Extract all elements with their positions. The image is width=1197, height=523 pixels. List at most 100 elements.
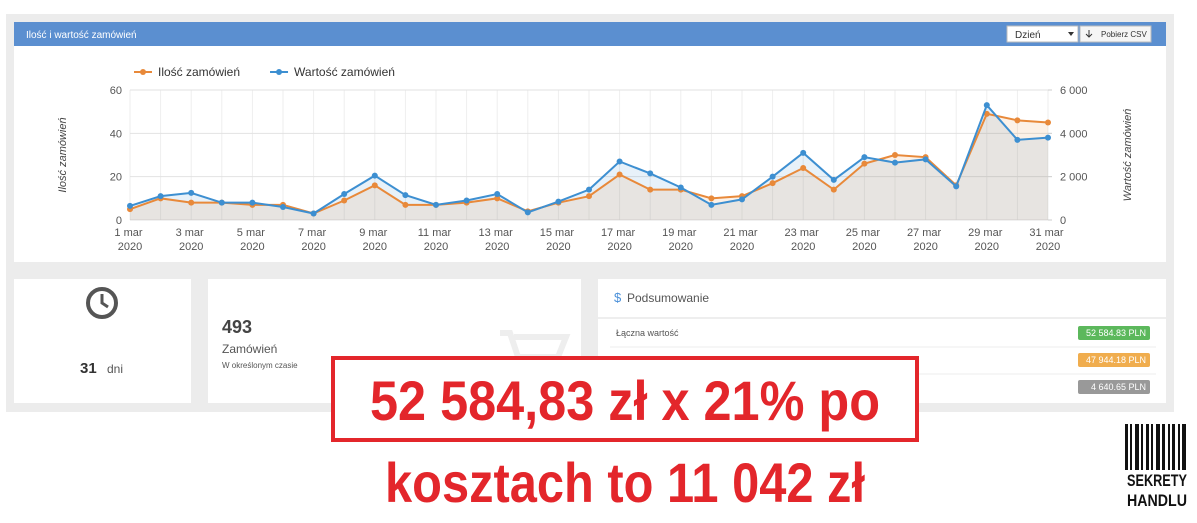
x-tick-label: 17 mar 2020: [601, 227, 638, 253]
x-tick-year: 2020: [363, 241, 387, 253]
summary-value: 47 944.18 PLN: [1086, 355, 1146, 365]
x-tick-year: 2020: [913, 241, 937, 253]
series-point: [1045, 134, 1051, 141]
series-point: [310, 210, 317, 217]
summary-icon: $: [614, 290, 622, 305]
x-tick-year: 2020: [424, 241, 448, 253]
x-tick-year: 2020: [118, 241, 142, 253]
series-point: [953, 183, 960, 190]
x-tick-label: 11 mar 2020: [418, 227, 454, 253]
orders-value: 493: [222, 317, 252, 337]
y-tick-label: 20: [110, 172, 122, 184]
series-point: [586, 193, 592, 200]
series-point: [708, 201, 715, 208]
series-point: [371, 182, 378, 189]
orders-label: Zamówień: [222, 342, 277, 356]
x-tick-day: 17 mar: [601, 227, 638, 239]
x-tick-day: 5 mar: [237, 227, 268, 239]
panel-header: [14, 22, 1166, 46]
x-tick-label: 9 mar 2020: [359, 227, 390, 253]
csv-button[interactable]: [1079, 25, 1152, 43]
legend-label: Wartość zamówień: [294, 65, 395, 79]
series-point: [616, 171, 623, 178]
x-tick-year: 2020: [852, 241, 876, 253]
overlay-box: [331, 356, 919, 442]
series-point: [708, 195, 715, 202]
series-point: [341, 191, 348, 197]
series-point: [983, 110, 990, 117]
x-tick-label: 27 mar 2020: [907, 227, 944, 253]
series-point: [402, 192, 409, 199]
series-point: [188, 189, 195, 196]
x-tick-label: 29 mar 2020: [968, 227, 1005, 253]
clock-hands: [100, 294, 109, 309]
overlay-line2: kosztach to 11 042 zł: [385, 451, 865, 514]
series-point: [188, 199, 195, 206]
y2-tick-label: 6 000: [1060, 85, 1088, 97]
x-tick-year: 2020: [485, 241, 509, 253]
y-tick-label: 40: [110, 128, 122, 140]
summary-badge: [1078, 353, 1150, 367]
y2-axis-title: Wartość zamówień: [1122, 109, 1134, 202]
x-tick-day: 1 mar: [114, 227, 145, 239]
series-point: [769, 180, 776, 187]
series-point: [218, 199, 225, 206]
series-area: [130, 105, 1048, 220]
series-point: [739, 196, 745, 203]
series-point: [249, 199, 256, 206]
series-point: [555, 198, 562, 205]
series-point: [830, 176, 837, 183]
x-tick-day: 15 mar: [540, 227, 577, 239]
barcode-bar: [1172, 424, 1175, 470]
x-tick-year: 2020: [179, 241, 203, 253]
x-tick-year: 2020: [607, 241, 631, 253]
x-tick-label: 31 mar 2020: [1029, 227, 1066, 253]
barcode-bar: [1168, 424, 1170, 470]
barcode-bar: [1178, 424, 1180, 470]
barcode-bar: [1141, 424, 1143, 470]
series-point: [647, 186, 654, 193]
barcode-bar: [1135, 424, 1139, 470]
x-tick-year: 2020: [1036, 241, 1060, 253]
series-point: [922, 156, 929, 163]
x-tick-label: 13 mar 2020: [479, 227, 516, 253]
series-point: [892, 159, 898, 166]
series-point: [494, 191, 501, 197]
x-tick-label: 5 mar 2020: [237, 227, 268, 253]
chart: 0 20 40 60 0 2 000 4 000 6 000 Ilość zamówień War…: [57, 65, 1134, 253]
overlay-line1: 52 584,83 zł x 21% po: [370, 369, 880, 432]
barcode-bar: [1151, 424, 1153, 470]
series-point: [800, 165, 807, 171]
x-tick-day: 19 mar: [662, 227, 699, 239]
x-tick-year: 2020: [791, 241, 815, 253]
period-select-text: Dzień: [1015, 30, 1041, 41]
series-point: [127, 202, 133, 209]
barcode-bar: [1162, 424, 1165, 470]
series-point: [616, 158, 623, 165]
x-tick-year: 2020: [546, 241, 570, 253]
x-tick-day: 27 mar: [907, 227, 944, 239]
x-tick-day: 29 mar: [968, 227, 1005, 239]
summary-value: 52 584.83 PLN: [1086, 328, 1146, 338]
series-point: [861, 154, 868, 161]
summary-badge: [1078, 326, 1150, 340]
series-point: [769, 173, 776, 180]
y2-tick-label: 4 000: [1060, 128, 1088, 140]
x-tick-day: 31 mar: [1029, 227, 1066, 239]
series-point: [1014, 117, 1021, 124]
barcode-bar: [1146, 424, 1149, 470]
series-point: [280, 204, 286, 210]
x-tick-label: 7 mar 2020: [298, 227, 329, 253]
period-select[interactable]: [1006, 25, 1079, 43]
x-tick-label: 15 mar 2020: [540, 227, 577, 253]
x-tick-label: 19 mar 2020: [662, 227, 699, 253]
barcode-bar: [1182, 424, 1186, 470]
logo-line1: SEKRETY: [1127, 471, 1187, 490]
x-tick-day: 11 mar: [418, 227, 454, 239]
days-value: 31: [80, 360, 97, 377]
x-tick-day: 21 mar: [723, 227, 760, 239]
series-point: [433, 201, 439, 208]
summary-value: 4 640.65 PLN: [1091, 382, 1146, 392]
legend-label: Ilość zamówień: [158, 65, 240, 79]
